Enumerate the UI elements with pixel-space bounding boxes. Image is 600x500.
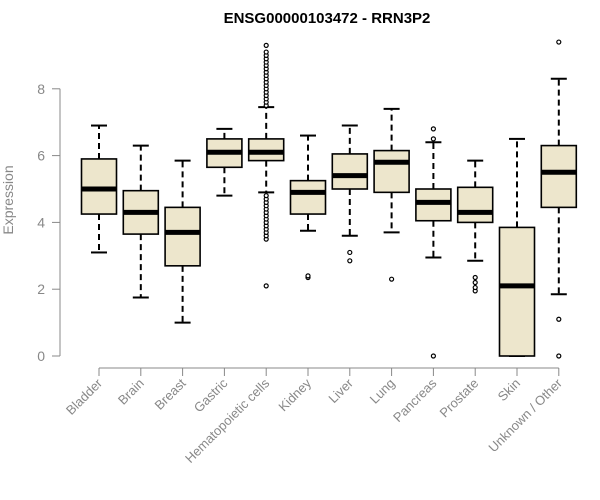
box-rect xyxy=(498,226,536,357)
box-rect xyxy=(247,138,285,162)
box-gastric xyxy=(206,127,243,197)
box-rect xyxy=(456,186,494,224)
x-tick-label: Gastric xyxy=(191,375,231,415)
box-rect xyxy=(289,179,327,215)
outlier-point xyxy=(389,276,395,282)
box-rect xyxy=(415,188,452,222)
y-tick-label: 4 xyxy=(37,214,45,230)
y-tick-label: 2 xyxy=(37,281,45,297)
x-tick-label: Breast xyxy=(152,375,189,412)
box-kidney xyxy=(289,134,327,281)
box-bladder xyxy=(80,124,118,254)
outlier-point xyxy=(472,274,478,281)
outlier-point xyxy=(556,353,562,359)
box-skin xyxy=(498,137,536,357)
x-tick-label: Pancreas xyxy=(390,375,440,425)
outlier-point xyxy=(430,353,436,359)
y-tick-label: 0 xyxy=(37,348,45,364)
x-tick-label: Unknown / Other xyxy=(485,375,565,455)
y-axis-label: Expression xyxy=(0,165,16,234)
box-prostate xyxy=(456,159,494,294)
box-pancreas xyxy=(415,126,452,359)
outlier-point xyxy=(305,273,311,279)
box-series xyxy=(80,39,578,359)
y-tick-label: 8 xyxy=(37,81,45,97)
outlier-point xyxy=(556,316,562,322)
box-rect xyxy=(373,149,410,194)
outlier-point xyxy=(430,136,436,142)
x-tick-label: Lung xyxy=(367,376,398,407)
box-rect xyxy=(164,206,201,267)
box-rect xyxy=(540,144,578,209)
x-tick-label: Kidney xyxy=(275,375,314,414)
x-tick-label: Bladder xyxy=(63,375,106,418)
box-brain xyxy=(122,144,160,299)
outlier-point xyxy=(263,49,269,55)
x-tick-label: Skin xyxy=(495,376,523,404)
box-lung xyxy=(373,107,410,282)
outlier-point xyxy=(472,279,478,286)
x-tick-label: Prostate xyxy=(436,376,481,421)
outlier-point xyxy=(472,284,478,291)
x-tick-label: Brain xyxy=(115,376,147,408)
box-rect xyxy=(80,158,118,215)
outlier-point xyxy=(430,126,436,132)
y-tick-label: 6 xyxy=(37,148,45,164)
y-axis: 0 2 4 6 8 xyxy=(37,81,61,364)
outlier-point xyxy=(347,249,353,256)
outlier-point xyxy=(556,39,562,45)
outlier-point xyxy=(263,193,269,199)
box-rect xyxy=(331,153,369,190)
box-breast xyxy=(164,159,201,324)
chart-title: ENSG00000103472 - RRN3P2 xyxy=(224,10,431,27)
outlier-point xyxy=(263,42,269,48)
outlier-point xyxy=(263,283,269,289)
box-liver xyxy=(331,124,369,264)
box-hematopoietic-cells xyxy=(247,42,285,289)
box-unknown-other xyxy=(540,39,578,359)
outlier-point xyxy=(347,258,353,264)
x-tick-label: Liver xyxy=(325,375,356,406)
